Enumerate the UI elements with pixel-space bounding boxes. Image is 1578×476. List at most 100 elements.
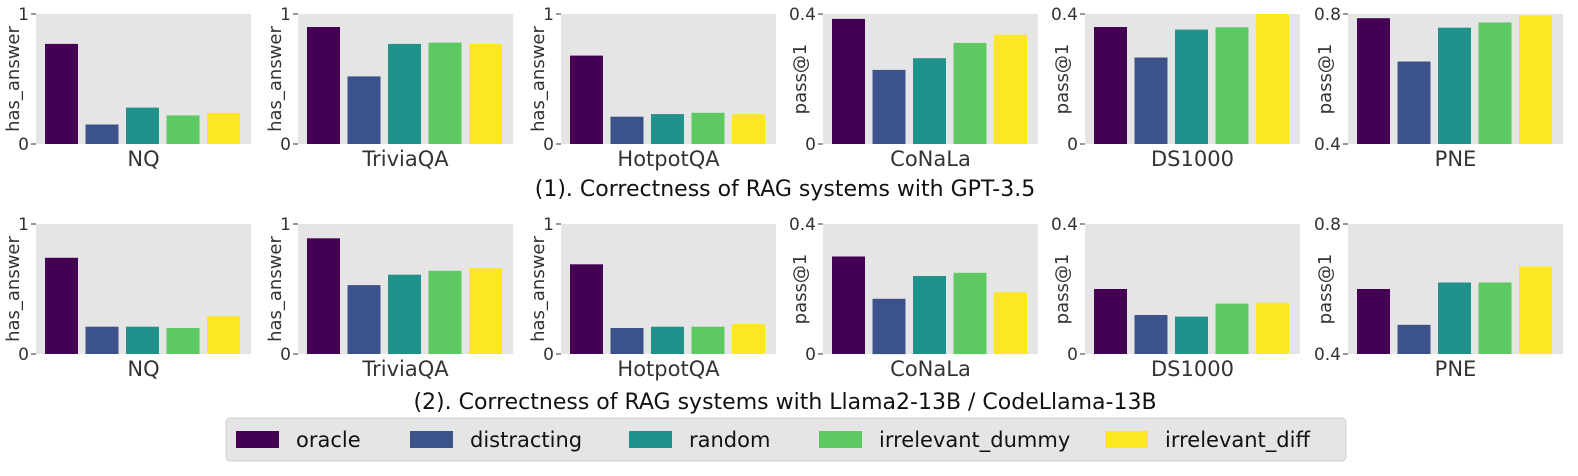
ylabel-nq-1: has_answer (3, 25, 24, 131)
row-title-1: (1). Correctness of RAG systems with GPT… (535, 177, 1035, 202)
bar-nq-2-distracting (85, 326, 119, 354)
legend-swatch-random (629, 431, 672, 448)
bar-nq-1-irrelevant-diff (207, 112, 240, 144)
bar-hotpotqa-2-random (651, 326, 684, 354)
bar-pne-2-oracle (1357, 289, 1390, 354)
bar-triviaqa-1-irrelevant-dummy (428, 42, 462, 144)
bar-conala-2-irrelevant-diff (994, 292, 1027, 355)
xlabel-ds1000-1: DS1000 (1151, 147, 1234, 171)
xlabel-conala-2: CoNaLa (890, 357, 971, 381)
legend-swatch-oracle (236, 431, 279, 448)
bar-pne-1-irrelevant-diff (1519, 15, 1552, 144)
bar-conala-1-irrelevant-diff (994, 34, 1027, 144)
bar-triviaqa-1-oracle (307, 27, 340, 144)
ytick-label-bottom-conala-1: 0 (805, 135, 816, 155)
bar-ds1000-1-irrelevant-diff (1256, 14, 1289, 144)
legend-label-oracle: oracle (296, 428, 361, 452)
ytick-label-top-conala-1: 0.4 (789, 5, 816, 25)
bar-hotpotqa-2-oracle (570, 264, 603, 354)
ylabel-nq-2: has_answer (3, 235, 24, 341)
bar-nq-2-irrelevant-dummy (166, 328, 200, 354)
ylabel-conala-1: pass@1 (790, 44, 811, 115)
bar-hotpotqa-1-random (651, 114, 684, 144)
xlabel-pne-2: PNE (1435, 357, 1477, 381)
bar-triviaqa-2-irrelevant-diff (469, 268, 502, 354)
ytick-label-bottom-pne-2: 0.4 (1314, 345, 1341, 365)
bar-conala-1-irrelevant-dummy (953, 42, 987, 144)
xlabel-conala-1: CoNaLa (890, 147, 971, 171)
bar-hotpotqa-2-irrelevant-diff (732, 324, 765, 354)
bar-pne-2-random (1438, 282, 1471, 354)
bar-hotpotqa-1-oracle (570, 55, 603, 144)
ytick-label-top-pne-2: 0.8 (1314, 215, 1341, 235)
bar-pne-2-irrelevant-diff (1519, 266, 1552, 355)
ytick-label-bottom-nq-1: 0 (18, 135, 29, 155)
bar-nq-1-distracting (85, 124, 119, 144)
bar-conala-1-distracting (872, 69, 906, 144)
xlabel-nq-1: NQ (127, 147, 159, 171)
ytick-label-bottom-ds1000-1: 0 (1067, 135, 1078, 155)
bar-ds1000-1-random (1175, 29, 1208, 145)
xlabel-hotpotqa-2: HotpotQA (617, 357, 720, 381)
bar-nq-2-oracle (45, 257, 78, 354)
ytick-label-top-conala-2: 0.4 (789, 215, 816, 235)
bar-triviaqa-2-random (388, 274, 421, 354)
legend-label-distracting: distracting (470, 428, 582, 452)
ylabel-triviaqa-2: has_answer (265, 235, 286, 341)
ytick-label-top-triviaqa-2: 1 (280, 215, 291, 235)
legend-swatch-distracting (410, 431, 453, 448)
legend-label-random: random (689, 428, 770, 452)
legend-label-irrelevant-dummy: irrelevant_dummy (879, 428, 1070, 453)
ytick-label-bottom-pne-1: 0.4 (1314, 135, 1341, 155)
ytick-label-top-hotpotqa-2: 1 (543, 215, 554, 235)
ylabel-hotpotqa-1: has_answer (528, 25, 549, 131)
ytick-label-top-nq-2: 1 (18, 215, 29, 235)
bar-conala-2-random (913, 276, 946, 354)
bar-ds1000-2-random (1175, 316, 1208, 354)
xlabel-hotpotqa-1: HotpotQA (617, 147, 720, 171)
bar-pne-2-distracting (1397, 324, 1431, 354)
bar-ds1000-2-distracting (1134, 315, 1168, 354)
bar-hotpotqa-2-irrelevant-dummy (691, 326, 725, 354)
ylabel-ds1000-1: pass@1 (1052, 44, 1073, 115)
bar-conala-1-oracle (832, 18, 865, 144)
ytick-label-bottom-hotpotqa-1: 0 (543, 135, 554, 155)
bar-pne-1-distracting (1397, 61, 1431, 144)
ytick-label-bottom-conala-2: 0 (805, 345, 816, 365)
ylabel-ds1000-2: pass@1 (1052, 254, 1073, 325)
bar-hotpotqa-1-irrelevant-diff (732, 114, 765, 144)
ytick-label-top-ds1000-2: 0.4 (1051, 215, 1078, 235)
ylabel-hotpotqa-2: has_answer (528, 235, 549, 341)
xlabel-nq-2: NQ (127, 357, 159, 381)
bar-ds1000-2-irrelevant-dummy (1215, 303, 1249, 354)
ytick-label-bottom-triviaqa-1: 0 (280, 135, 291, 155)
bar-conala-2-irrelevant-dummy (953, 272, 987, 355)
bar-nq-1-oracle (45, 43, 78, 144)
xlabel-ds1000-2: DS1000 (1151, 357, 1234, 381)
ytick-label-bottom-nq-2: 0 (18, 345, 29, 365)
bar-conala-2-oracle (832, 256, 865, 354)
bar-ds1000-1-distracting (1134, 57, 1168, 144)
xlabel-pne-1: PNE (1435, 147, 1477, 171)
legend-label-irrelevant-diff: irrelevant_diff (1165, 428, 1310, 453)
ylabel-pne-2: pass@1 (1315, 254, 1336, 325)
ylabel-pne-1: pass@1 (1315, 44, 1336, 115)
bar-ds1000-2-irrelevant-diff (1256, 302, 1289, 354)
bar-conala-2-distracting (872, 298, 906, 355)
ylabel-conala-2: pass@1 (790, 254, 811, 325)
xlabel-triviaqa-2: TriviaQA (361, 357, 449, 381)
bar-triviaqa-1-random (388, 43, 421, 144)
xlabel-triviaqa-1: TriviaQA (361, 147, 449, 171)
bar-nq-2-irrelevant-diff (207, 316, 240, 354)
ytick-label-top-nq-1: 1 (18, 5, 29, 25)
row-title-2: (2). Correctness of RAG systems with Lla… (413, 390, 1156, 415)
legend-box (225, 417, 1347, 462)
ytick-label-top-hotpotqa-1: 1 (543, 5, 554, 25)
bar-ds1000-2-oracle (1094, 289, 1127, 354)
bar-nq-1-irrelevant-dummy (166, 115, 200, 144)
ytick-label-bottom-triviaqa-2: 0 (280, 345, 291, 365)
bar-hotpotqa-1-distracting (610, 116, 644, 144)
bar-triviaqa-1-distracting (347, 76, 381, 144)
